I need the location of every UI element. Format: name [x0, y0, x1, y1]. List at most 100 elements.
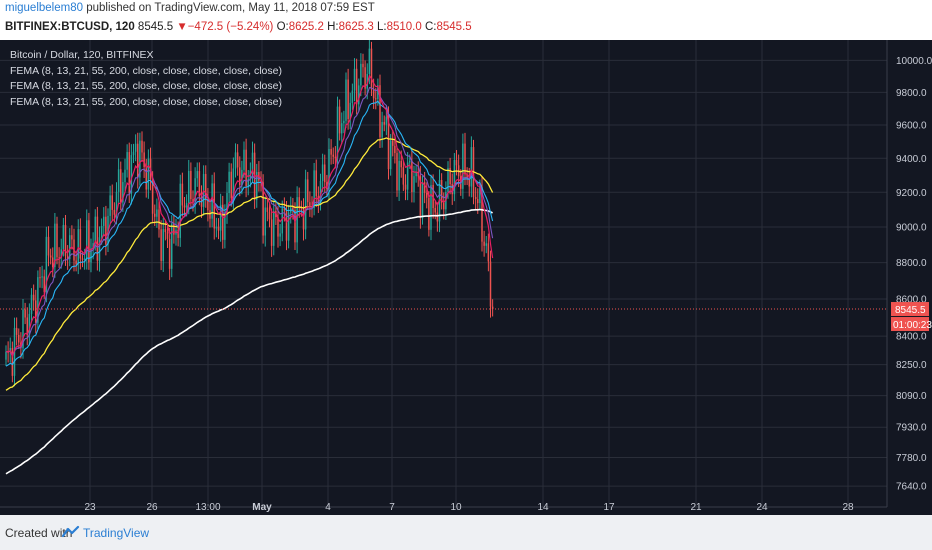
candle-body [215, 226, 218, 229]
price-change: −472.5 (−5.24%) [187, 21, 274, 33]
chart-panel[interactable]: 7640.0 7780.0 7930.0 8090.0 8250.0 8400.0 8600… [0, 40, 932, 515]
candle-body [281, 208, 283, 234]
candle-body [162, 229, 164, 261]
current-price-value: 8545.5 [895, 305, 926, 316]
candle-body [256, 172, 258, 200]
candle-body [62, 224, 65, 250]
candle-body [158, 209, 160, 230]
candle-body [115, 191, 118, 215]
candle-body [52, 257, 54, 268]
candle-body [368, 48, 371, 74]
candle-body [364, 67, 366, 89]
candle-body [26, 317, 28, 335]
candle-body [309, 202, 311, 206]
candle-body [86, 220, 88, 259]
candle-body [209, 210, 211, 219]
ema-13-line [5, 86, 494, 356]
candle-body [321, 164, 324, 182]
candle-body [404, 184, 407, 190]
legend-study[interactable]: FEMA (8, 13, 21, 55, 200, close, close, … [10, 95, 282, 108]
price-tick-label: 7930.0 [896, 423, 927, 434]
time-tick-label: 26 [146, 502, 158, 513]
candle-body [381, 122, 383, 138]
candle-body [285, 210, 288, 241]
time-tick-label: 21 [690, 502, 702, 513]
candle-body [88, 220, 90, 263]
candle-body [264, 207, 266, 236]
candle-body [22, 309, 24, 349]
candle-body [173, 223, 175, 235]
candle-body [198, 171, 201, 197]
candle-body [477, 199, 479, 204]
high-value: 8625.3 [338, 21, 374, 33]
candle-body [219, 204, 222, 231]
candle-body [30, 294, 33, 314]
price-axis[interactable] [887, 40, 932, 515]
legend-study[interactable]: FEMA (8, 13, 21, 55, 200, close, close, … [10, 64, 282, 77]
candle-body [79, 229, 82, 259]
price-chart[interactable]: 7640.0 7780.0 7930.0 8090.0 8250.0 8400.0 8600… [0, 40, 932, 515]
candle-body [345, 79, 347, 121]
candle-body [485, 243, 487, 246]
time-tick-label: 4 [325, 502, 331, 513]
candle-body [96, 216, 99, 261]
candle-body [120, 169, 122, 203]
candle-body [270, 219, 273, 246]
ema-55-line [5, 137, 494, 391]
candle-body [43, 276, 45, 293]
candle-body [466, 174, 468, 178]
candle-body [443, 202, 445, 210]
candle-body [464, 143, 466, 175]
legend-study[interactable]: FEMA (8, 13, 21, 55, 200, close, close, … [10, 80, 282, 92]
candle-body [18, 334, 20, 343]
candle-body [132, 151, 135, 156]
candle-body [343, 120, 345, 124]
candle-body [406, 162, 409, 190]
candle-body [37, 277, 39, 323]
time-tick-label: 23 [84, 502, 96, 513]
ema-8-line [5, 74, 494, 359]
price-tick-label: 8800.0 [896, 258, 927, 269]
candle-body [90, 248, 92, 263]
tradingview-link[interactable]: TradingView [83, 526, 150, 540]
created-with-label: Created with [5, 526, 73, 540]
time-tick-label: 13:00 [195, 502, 220, 513]
candle-body [166, 232, 169, 239]
candle-body [83, 258, 86, 260]
candle-body [28, 313, 31, 335]
candle-body [181, 183, 184, 206]
candle-body [266, 207, 269, 212]
candle-body [15, 327, 18, 335]
candle-body [45, 236, 48, 293]
candle-body [164, 229, 167, 233]
tradingview-logo-icon[interactable] [62, 525, 80, 539]
candle-body [217, 226, 220, 231]
candle-body [239, 167, 241, 186]
author-link[interactable]: miguelbelem80 [5, 2, 83, 14]
candle-body [128, 152, 130, 194]
candle-body [302, 209, 305, 230]
candle-body [24, 309, 26, 318]
candle-body [188, 170, 190, 204]
candle-body [64, 224, 67, 256]
candle-body [130, 155, 133, 194]
candle-body [268, 211, 271, 220]
candle-body [402, 167, 405, 185]
candle-body [126, 152, 128, 170]
candle-body [262, 182, 264, 236]
candle-body [415, 171, 417, 177]
candle-body [324, 164, 326, 183]
candle-body [474, 196, 477, 200]
time-tick-label: 14 [537, 502, 549, 513]
candle-body [409, 160, 411, 163]
candle-body [453, 159, 456, 195]
candle-body [360, 63, 362, 86]
price-tick-label: 9800.0 [896, 88, 927, 99]
candle-body [385, 116, 388, 125]
candle-body [113, 209, 116, 215]
candle-body [434, 208, 436, 213]
candle-body [111, 195, 113, 210]
candle-body [247, 179, 249, 187]
candle-body [489, 261, 492, 307]
candle-body [141, 140, 143, 153]
